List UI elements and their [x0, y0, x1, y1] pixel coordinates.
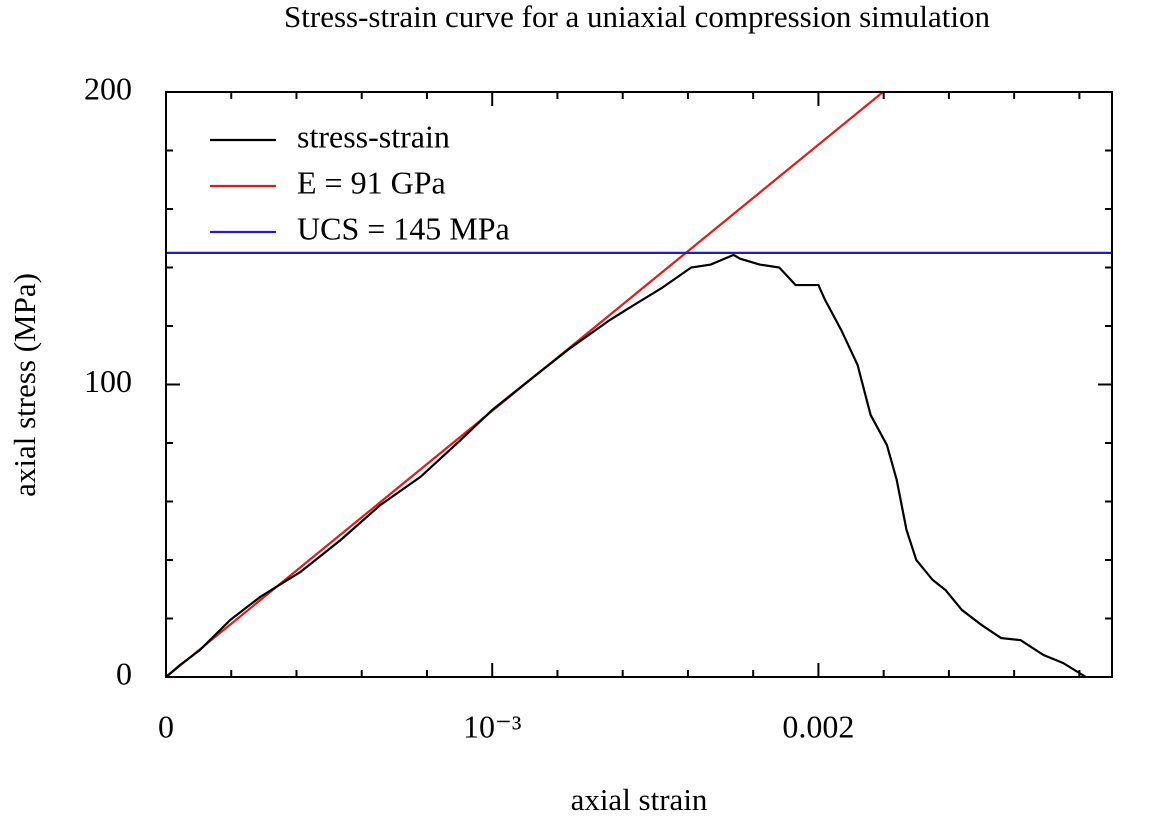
y-tick-label: 0 — [116, 655, 132, 691]
plot-frame — [165, 91, 1113, 678]
x-tick-label: 10⁻³ — [463, 708, 521, 744]
x-tick-label: 0 — [158, 708, 174, 744]
series-line — [166, 253, 1087, 677]
legend-label: E = 91 GPa — [297, 164, 446, 200]
y-tick-label: 100 — [84, 363, 132, 399]
x-tick-label: 0.002 — [782, 708, 854, 744]
y-axis-label: axial stress (MPa) — [7, 273, 42, 497]
x-axis-label: axial strain — [571, 782, 708, 817]
legend-label: UCS = 145 MPa — [297, 210, 510, 246]
chart-title: Stress-strain curve for a uniaxial compr… — [284, 0, 990, 34]
legend-label: stress-strain — [297, 118, 450, 154]
y-tick-label: 200 — [84, 70, 132, 106]
